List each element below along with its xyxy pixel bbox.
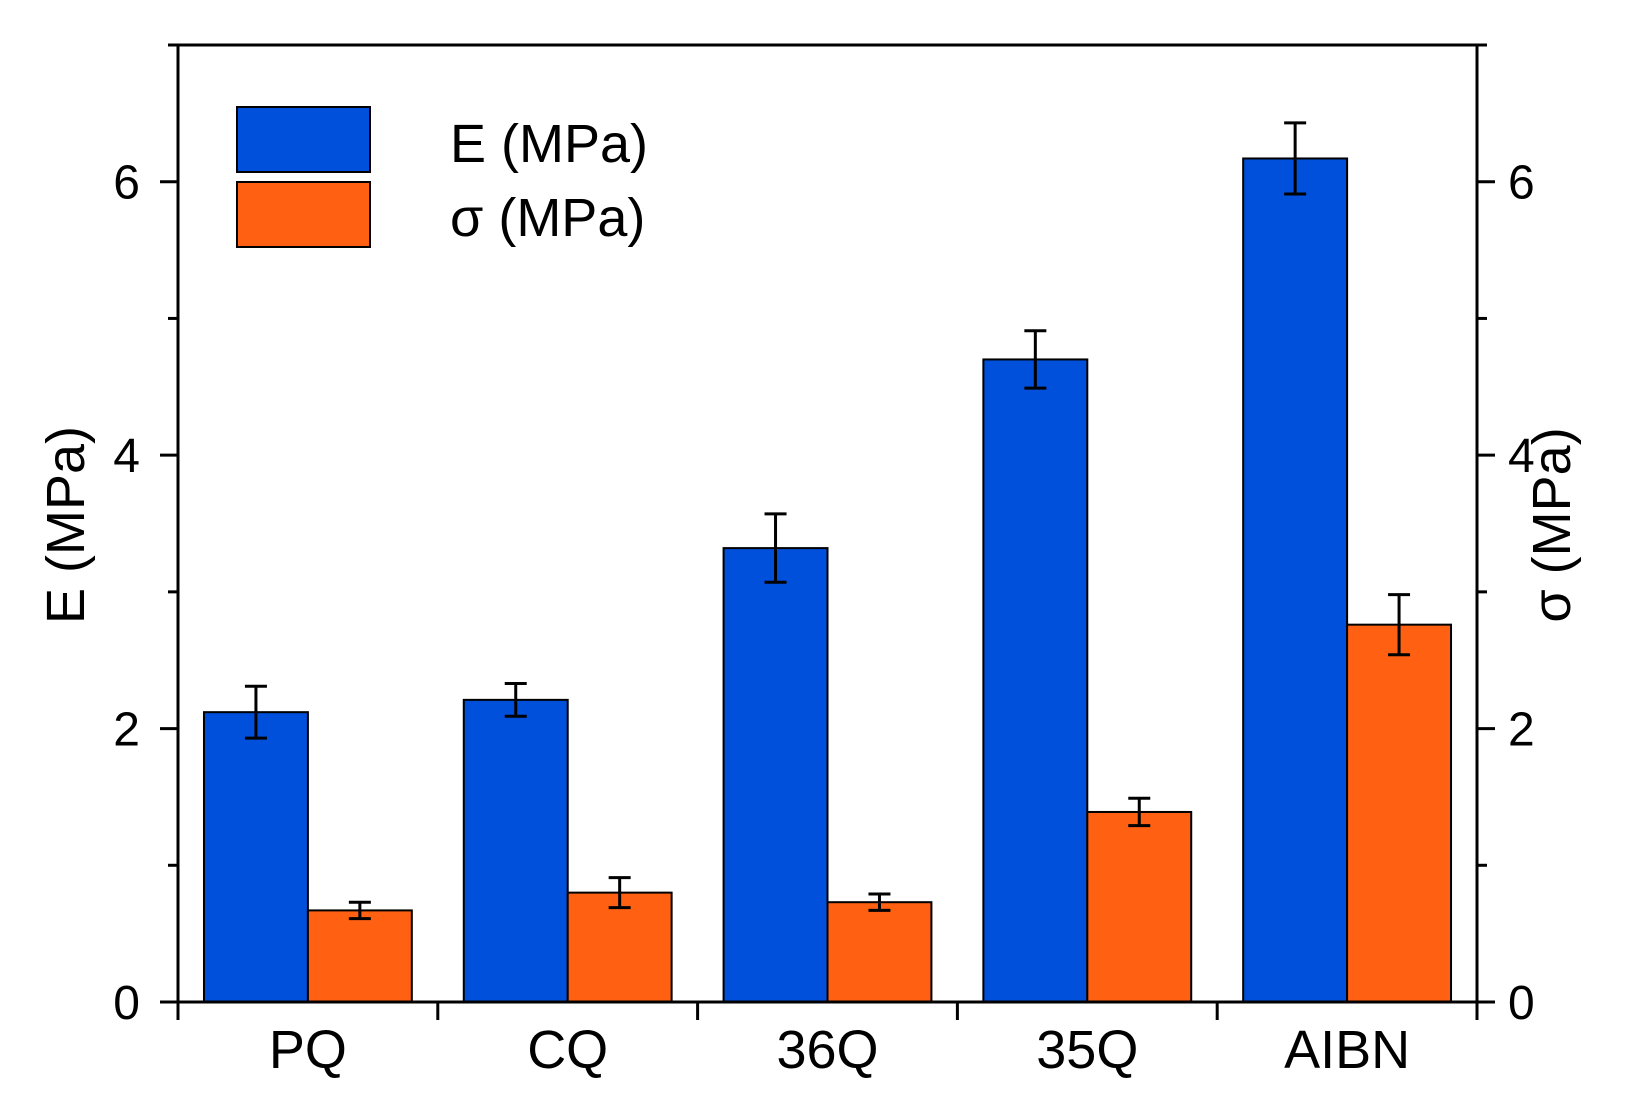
error-bar-e-aibn [1284,121,1307,196]
error-bar-sigma-36q [868,892,891,912]
error-bar-sigma-35q [1128,796,1151,828]
y-tick-label: 0 [113,977,140,1030]
error-bar-sigma-aibn [1388,593,1411,657]
y2-tick-label: 4 [1508,430,1535,483]
y-axis-title: E (MPa) [36,426,96,624]
y-tick-label: 4 [113,430,140,483]
bar-e-cq [462,698,569,1004]
error-bar-e-cq [504,681,527,718]
y2-axis-title: σ (MPa) [1522,427,1582,622]
legend-swatch-sigma [236,181,371,248]
bar-sigma-36q [826,901,933,1003]
legend-label-sigma: σ (MPa) [450,188,645,248]
x-tick-label-pq: PQ [269,1020,347,1080]
error-bar-sigma-cq [608,876,631,910]
bar-sigma-aibn [1346,623,1453,1003]
x-tick-label-cq: CQ [527,1020,608,1080]
x-tick-label-aibn: AIBN [1284,1020,1410,1080]
bar-e-36q [722,547,829,1003]
y2-tick-label: 6 [1508,157,1535,210]
bar-sigma-35q [1086,810,1193,1004]
bar-e-aibn [1242,157,1349,1004]
bar-e-pq [202,711,309,1003]
y2-tick-label: 2 [1508,704,1535,757]
y2-tick-label: 0 [1508,977,1535,1030]
error-bar-e-pq [244,684,267,740]
bar-e-35q [982,358,1089,1003]
x-tick-label-36q: 36Q [776,1020,878,1080]
plot-frame [176,43,1479,1004]
error-bar-e-36q [764,512,787,584]
error-bar-sigma-pq [348,900,371,921]
y-tick-label: 6 [113,157,140,210]
legend: E (MPa) σ (MPa) [236,106,648,248]
legend-swatch-e [236,106,371,173]
error-bars-layer [244,121,1411,921]
bar-sigma-pq [306,909,413,1003]
y-tick-label: 2 [113,704,140,757]
x-tick-label-35q: 35Q [1036,1020,1138,1080]
bars-layer [202,157,1453,1004]
ticks-layer: PQ CQ 36Q 35Q AIBN 0 2 4 6 0 2 4 6 [113,43,1535,1080]
legend-label-e: E (MPa) [450,114,648,174]
error-bar-e-35q [1024,329,1047,390]
bar-sigma-cq [566,891,673,1004]
